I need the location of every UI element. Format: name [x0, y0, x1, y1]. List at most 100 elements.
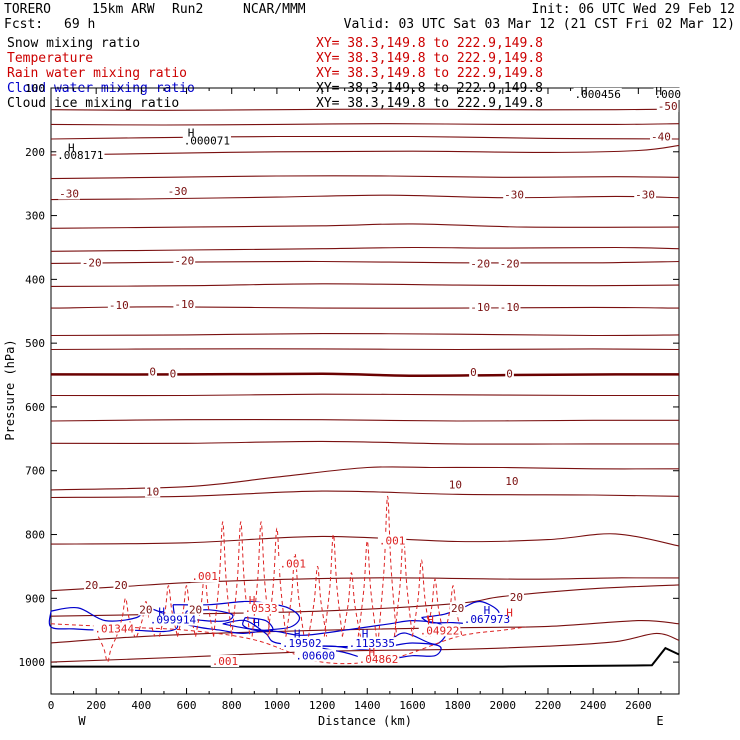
terrain-line: [51, 646, 680, 668]
temperature-contour: [50, 440, 679, 445]
cloud-water-label-background: [347, 637, 396, 650]
temperature-label: 0: [470, 366, 477, 379]
temperature-contour: [50, 260, 680, 264]
cloud-ice-label: .000071: [184, 134, 230, 147]
temperature-label: 0: [149, 365, 156, 378]
rain-water-label: .01344: [94, 622, 134, 635]
x-tick-label: 1800: [444, 699, 471, 712]
legend-rain-name: Rain water mixing ratio: [7, 66, 187, 81]
temperature-label-background: [450, 602, 466, 615]
temperature-label: 0: [170, 367, 177, 380]
temperature-contour: [50, 333, 680, 337]
rain-water-label-background: [418, 624, 461, 637]
temperature-contour: [50, 393, 680, 397]
legend-temperature-xy: XY= 38.3,149.8 to 222.9,149.8: [316, 51, 543, 66]
rain-water-label-background: [243, 602, 279, 615]
temperature-label-background: [107, 299, 130, 312]
temperature-label-background: [650, 130, 672, 143]
temperature-label: -20: [500, 258, 520, 271]
maximum-marker: H: [368, 646, 375, 659]
temperature-contour: [50, 194, 680, 201]
x-axis-title: Distance (km): [318, 714, 412, 728]
plot-frame: [50, 87, 680, 695]
temperature-label: -20: [470, 258, 490, 271]
temperature-label: 0: [506, 367, 513, 380]
x-tick-label: 1000: [264, 699, 291, 712]
rain-water-contour: [357, 540, 377, 637]
temperature-label: 10: [505, 475, 518, 488]
maximum-marker: H: [68, 141, 75, 154]
legend-temperature-name: Temperature: [7, 51, 93, 66]
temperature-label-background: [469, 300, 492, 313]
legend-cloud-ice-name: Cloud ice mixing ratio: [7, 96, 179, 111]
temperature-label: -30: [504, 189, 524, 202]
cloud-ice-label: .008171: [57, 149, 103, 162]
x-tick-label: 2200: [535, 699, 562, 712]
temperature-label-background: [173, 254, 196, 267]
temperature-label-background: [138, 603, 154, 616]
temperature-contour: [50, 372, 680, 377]
rain-water-label-background: [377, 534, 407, 547]
temperature-label-background: [80, 256, 103, 269]
cloud-ice-label-background: [56, 149, 105, 162]
temperature-contour: [50, 490, 680, 499]
rain-water-contour: [341, 572, 361, 637]
temperature-label: 20: [114, 579, 127, 592]
maximum-marker: H: [506, 606, 513, 619]
x-tick-label: 1200: [309, 699, 336, 712]
legend-cloud-ice-xy: XY= 38.3,149.8 to 222.9,149.8: [316, 96, 543, 111]
rain-water-label: .001: [379, 534, 406, 547]
y-tick-label: 400: [25, 273, 45, 286]
figure-header: TORERO 15km ARW Run2 NCAR/MMM Init: 06 U…: [4, 2, 735, 32]
temperature-label-background: [166, 184, 189, 197]
temperature-contour: [50, 283, 680, 287]
rain-water-label-background: [190, 570, 219, 583]
y-tick-label: 1000: [19, 656, 46, 669]
temperature-label: -10: [500, 301, 520, 314]
temperature-label: -20: [174, 254, 194, 267]
temperature-label-background: [148, 365, 157, 378]
center-name: NCAR/MMM: [243, 2, 306, 17]
x-tick-label: 1400: [354, 699, 381, 712]
cloud-water-label: .113535: [349, 637, 395, 650]
temperature-contour: [50, 348, 680, 351]
maximum-marker: H: [253, 617, 260, 630]
temperature-label-background: [498, 300, 521, 313]
x-tick-label: 800: [222, 699, 242, 712]
rain-water-contour: [251, 521, 271, 637]
temperature-contour: [50, 246, 680, 252]
init-time: Init: 06 UTC Wed 29 Feb 12: [532, 2, 736, 17]
model-resolution: 15km ARW: [92, 2, 155, 17]
temperature-label: 20: [189, 603, 202, 616]
x-tick-label: 2400: [580, 699, 607, 712]
temperature-label-background: [634, 188, 657, 201]
legend-snow-xy: XY= 38.3,149.8 to 222.9,149.8: [316, 36, 543, 51]
temperature-label: -50: [658, 100, 678, 113]
rain-water-contour: [378, 495, 398, 637]
cloud-water-label-background: [280, 637, 323, 650]
temperature-label-background: [505, 367, 514, 380]
terrain-profile: [51, 646, 680, 668]
cloud-ice-label: .000456: [574, 88, 620, 101]
temperature-label: -30: [635, 189, 655, 202]
x-axis-east-label: E: [656, 714, 663, 728]
cloud-water-label: .19502: [282, 637, 322, 650]
rain-water-contour: [97, 636, 117, 663]
temperature-label-background: [168, 367, 178, 380]
temperature-contour: [50, 306, 680, 309]
y-tick-label: 700: [25, 465, 45, 478]
rain-water-envelope: [50, 623, 526, 665]
temperature-label: -40: [651, 131, 671, 144]
legend-rain-xy: XY= 38.3,149.8 to 222.9,149.8: [316, 66, 543, 81]
temperature-label-background: [503, 188, 525, 201]
temperature-label: -10: [109, 299, 129, 312]
cloud-water-label-background: [294, 649, 337, 662]
y-tick-label: 300: [25, 210, 45, 223]
temperature-label-background: [58, 187, 80, 200]
temperature-label-background: [656, 100, 679, 113]
forecast-hour: 69 h: [64, 17, 95, 32]
field-legend: Snow mixing ratio XY= 38.3,149.8 to 222.…: [7, 36, 543, 111]
cloud-ice-label: .000: [654, 88, 681, 101]
rain-water-contour: [443, 585, 463, 637]
cloud-water-label-background: [148, 613, 198, 626]
